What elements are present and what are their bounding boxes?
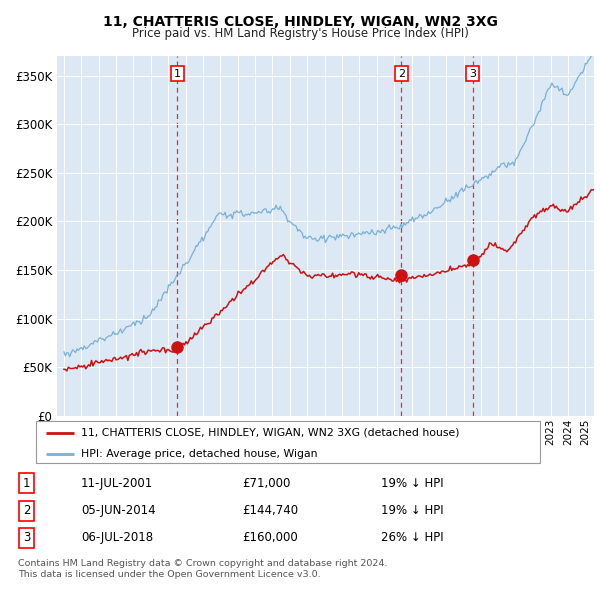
Text: 3: 3	[23, 532, 30, 545]
Text: 11, CHATTERIS CLOSE, HINDLEY, WIGAN, WN2 3XG (detached house): 11, CHATTERIS CLOSE, HINDLEY, WIGAN, WN2…	[82, 428, 460, 438]
Text: 11, CHATTERIS CLOSE, HINDLEY, WIGAN, WN2 3XG: 11, CHATTERIS CLOSE, HINDLEY, WIGAN, WN2…	[103, 15, 497, 29]
Text: 26% ↓ HPI: 26% ↓ HPI	[380, 532, 443, 545]
Text: 19% ↓ HPI: 19% ↓ HPI	[380, 504, 443, 517]
Text: £160,000: £160,000	[242, 532, 298, 545]
Text: 05-JUN-2014: 05-JUN-2014	[81, 504, 156, 517]
Text: 3: 3	[469, 68, 476, 78]
Text: Price paid vs. HM Land Registry's House Price Index (HPI): Price paid vs. HM Land Registry's House …	[131, 27, 469, 40]
Text: £144,740: £144,740	[242, 504, 299, 517]
Text: This data is licensed under the Open Government Licence v3.0.: This data is licensed under the Open Gov…	[18, 570, 320, 579]
Text: 11-JUL-2001: 11-JUL-2001	[81, 477, 154, 490]
Text: £71,000: £71,000	[242, 477, 291, 490]
Text: HPI: Average price, detached house, Wigan: HPI: Average price, detached house, Wiga…	[82, 449, 318, 459]
Text: 1: 1	[23, 477, 30, 490]
Text: 2: 2	[23, 504, 30, 517]
Text: 06-JUL-2018: 06-JUL-2018	[81, 532, 153, 545]
Text: 1: 1	[174, 68, 181, 78]
Text: 19% ↓ HPI: 19% ↓ HPI	[380, 477, 443, 490]
Text: 2: 2	[398, 68, 405, 78]
FancyBboxPatch shape	[36, 421, 540, 463]
Text: Contains HM Land Registry data © Crown copyright and database right 2024.: Contains HM Land Registry data © Crown c…	[18, 559, 388, 568]
